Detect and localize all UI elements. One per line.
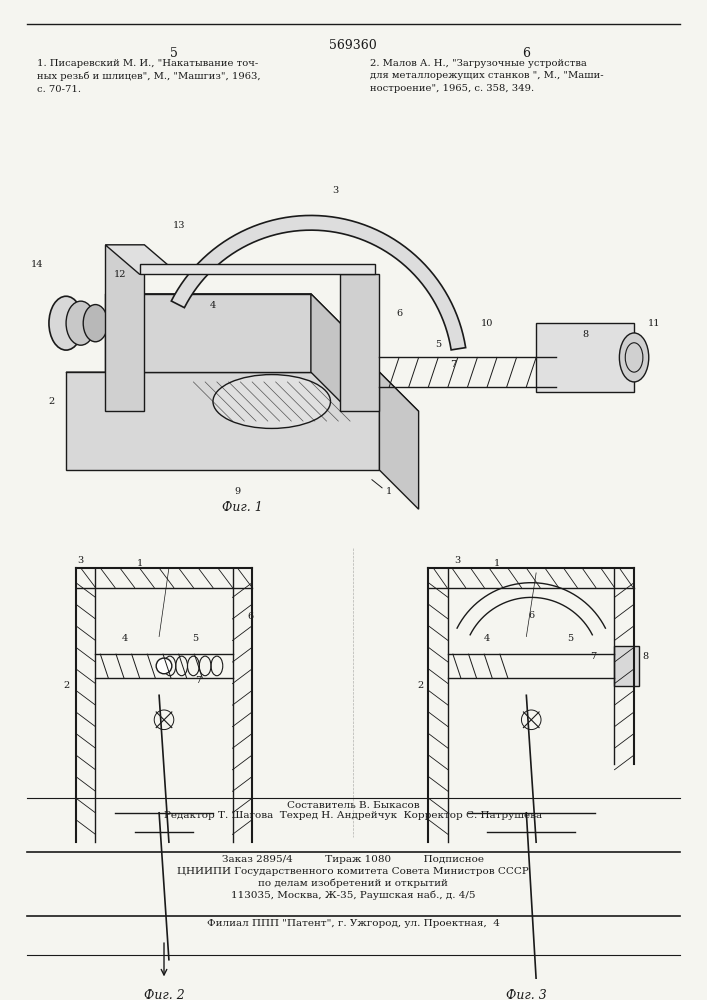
Text: 11: 11 [648, 319, 660, 328]
Text: 6: 6 [396, 309, 402, 318]
Text: 13: 13 [173, 221, 185, 230]
Text: 5: 5 [192, 634, 199, 643]
Text: Составитель В. Быкасов: Составитель В. Быкасов [287, 801, 419, 810]
Polygon shape [66, 372, 380, 470]
Text: Фиг. 1: Фиг. 1 [222, 501, 263, 514]
Polygon shape [311, 294, 350, 411]
Polygon shape [340, 274, 380, 411]
Text: 4: 4 [210, 301, 216, 310]
Polygon shape [139, 264, 375, 274]
Text: 6: 6 [247, 612, 253, 621]
Text: 5: 5 [435, 340, 441, 349]
Text: 569360: 569360 [329, 39, 377, 52]
Text: 3: 3 [455, 556, 461, 565]
Ellipse shape [66, 301, 95, 345]
Text: 1: 1 [136, 559, 143, 568]
Text: 6: 6 [522, 47, 530, 60]
Text: 7: 7 [450, 360, 456, 369]
Polygon shape [105, 294, 311, 372]
Text: 113035, Москва, Ж-35, Раушская наб., д. 4/5: 113035, Москва, Ж-35, Раушская наб., д. … [230, 890, 475, 900]
Text: 4: 4 [484, 634, 490, 643]
Text: 7: 7 [590, 652, 596, 661]
Text: 4: 4 [122, 634, 128, 643]
Text: 3: 3 [332, 186, 339, 195]
Text: 8: 8 [582, 330, 588, 339]
Text: 2: 2 [48, 397, 54, 406]
Circle shape [156, 658, 172, 674]
Text: 10: 10 [481, 319, 493, 328]
Text: 1. Писаревский М. И., "Накатывание точ-
ных резьб и шлицев", М., "Машгиз", 1963,: 1. Писаревский М. И., "Накатывание точ- … [37, 59, 260, 94]
Text: 14: 14 [30, 260, 43, 269]
Text: 2. Малов А. Н., "Загрузочные устройства
для металлорежущих станков ", М., "Маши-: 2. Малов А. Н., "Загрузочные устройства … [370, 59, 603, 93]
Polygon shape [105, 245, 144, 411]
Text: 9: 9 [235, 487, 240, 496]
Text: 1: 1 [494, 559, 500, 568]
Polygon shape [105, 245, 179, 274]
Ellipse shape [544, 355, 568, 389]
Text: 7: 7 [195, 676, 201, 685]
Text: ЦНИИПИ Государственного комитета Совета Министров СССР: ЦНИИПИ Государственного комитета Совета … [177, 867, 529, 876]
Text: 2: 2 [417, 681, 423, 690]
Ellipse shape [49, 296, 83, 350]
Ellipse shape [83, 305, 107, 342]
Ellipse shape [619, 333, 649, 382]
Text: 12: 12 [114, 270, 126, 279]
Text: 8: 8 [643, 652, 649, 661]
Polygon shape [105, 294, 350, 333]
Text: 3: 3 [78, 556, 84, 565]
Text: Заказ 2895/4          Тираж 1080          Подписное: Заказ 2895/4 Тираж 1080 Подписное [222, 855, 484, 864]
Text: Фиг. 2: Фиг. 2 [144, 989, 185, 1000]
Text: Филиал ППП "Патент", г. Ужгород, ул. Проектная,  4: Филиал ППП "Патент", г. Ужгород, ул. Про… [206, 919, 499, 928]
Text: 1: 1 [386, 487, 392, 496]
Polygon shape [536, 323, 634, 392]
Bar [614, 646, 639, 686]
Text: Редактор Т. Шагова  Техред Н. Андрейчук  Корректор С. Патрушева: Редактор Т. Шагова Техред Н. Андрейчук К… [164, 811, 542, 820]
Text: Фиг. 3: Фиг. 3 [506, 989, 547, 1000]
Text: 5: 5 [170, 47, 177, 60]
Polygon shape [66, 372, 419, 411]
Ellipse shape [213, 375, 330, 428]
Polygon shape [380, 372, 419, 509]
Text: 6: 6 [528, 611, 534, 620]
Polygon shape [171, 215, 466, 350]
Text: по делам изобретений и открытий: по делам изобретений и открытий [258, 878, 448, 888]
Text: 2: 2 [63, 681, 69, 690]
Text: 5: 5 [567, 634, 573, 643]
